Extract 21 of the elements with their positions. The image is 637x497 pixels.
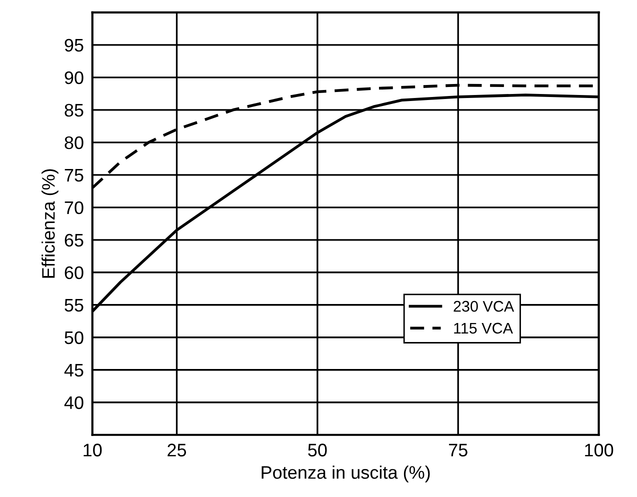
y-tick-label: 55 (64, 299, 84, 312)
x-tick-label: 50 (308, 444, 327, 456)
y-tick-label: 45 (64, 364, 84, 377)
legend-label: 115 VCA (454, 322, 513, 334)
y-tick-label: 95 (64, 38, 84, 52)
y-tick-label: 60 (64, 266, 84, 280)
y-axis-title: Efficienza (%) (42, 169, 58, 278)
y-tick-label: 75 (64, 169, 84, 182)
y-tick-label: 85 (64, 104, 84, 117)
x-tick-label: 25 (168, 444, 186, 456)
x-tick-label: 100 (585, 444, 614, 456)
y-tick-label: 70 (64, 201, 84, 214)
legend-label: 230 VCA (454, 300, 514, 312)
y-tick-label: 65 (64, 234, 84, 247)
y-tick-label: 80 (64, 136, 84, 150)
x-tick-label: 10 (84, 444, 102, 456)
y-tick-label: 40 (64, 396, 84, 410)
x-axis-title: Potenza in uscita (%) (262, 466, 430, 482)
y-tick-label: 90 (64, 71, 84, 84)
y-tick-label: 50 (64, 331, 84, 344)
x-tick-label: 75 (448, 444, 468, 456)
